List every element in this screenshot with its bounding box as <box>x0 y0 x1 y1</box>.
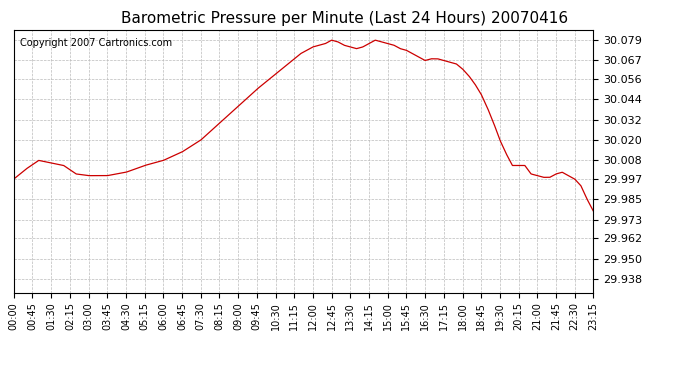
Text: Barometric Pressure per Minute (Last 24 Hours) 20070416: Barometric Pressure per Minute (Last 24 … <box>121 11 569 26</box>
Text: Copyright 2007 Cartronics.com: Copyright 2007 Cartronics.com <box>19 38 172 48</box>
